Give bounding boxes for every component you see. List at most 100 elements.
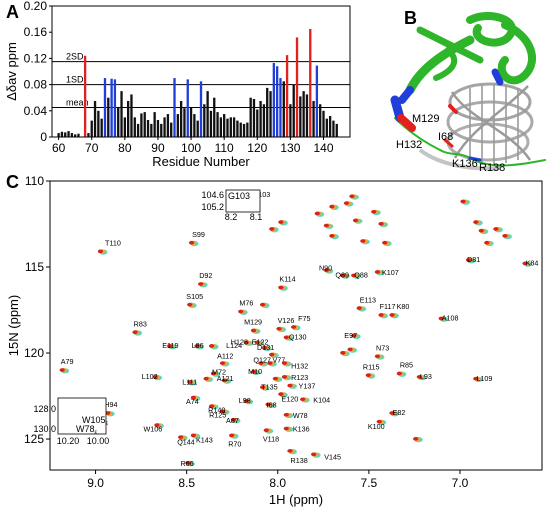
bar bbox=[90, 120, 93, 137]
inset-w105-ytick: 128.0 bbox=[33, 404, 56, 414]
peak-contour-red bbox=[374, 270, 380, 274]
peak-contour-red bbox=[260, 302, 266, 307]
peak bbox=[278, 285, 288, 291]
bar bbox=[160, 123, 163, 137]
bar bbox=[229, 117, 232, 137]
peak-contour-red bbox=[323, 223, 329, 228]
label-i68: I68 bbox=[438, 131, 453, 143]
peak-label: E120 bbox=[281, 394, 298, 403]
peak bbox=[290, 325, 301, 331]
peak-contour-red bbox=[371, 209, 377, 214]
bar bbox=[120, 91, 123, 137]
bar bbox=[206, 91, 209, 137]
peak-contour-red bbox=[351, 333, 357, 338]
peak bbox=[198, 282, 208, 288]
bar bbox=[236, 120, 239, 137]
y-tick-label: 0 bbox=[40, 130, 47, 144]
peak-label: S105 bbox=[186, 292, 203, 301]
bar bbox=[328, 116, 332, 137]
svg-text:15N (ppm): 15N (ppm) bbox=[6, 295, 21, 356]
peak bbox=[97, 249, 108, 255]
bar bbox=[295, 37, 299, 137]
peak bbox=[243, 340, 254, 346]
peak-contour-red bbox=[329, 234, 335, 238]
bar bbox=[150, 123, 153, 137]
bar bbox=[242, 123, 246, 137]
bar bbox=[232, 117, 236, 137]
peak bbox=[473, 220, 483, 226]
peak-contour-red bbox=[349, 194, 355, 199]
peak-contour-red bbox=[438, 316, 444, 321]
peak bbox=[473, 376, 483, 383]
hsqc-x-axis-title: 1H (ppm) bbox=[269, 492, 323, 507]
bar bbox=[130, 94, 133, 137]
peak-label: K100 bbox=[368, 422, 385, 431]
peak bbox=[323, 223, 334, 229]
peak-contour-red bbox=[389, 313, 395, 317]
peak bbox=[374, 269, 385, 276]
y-tick-label: 125 bbox=[24, 432, 44, 446]
peak bbox=[371, 209, 381, 216]
peak-label: R115 bbox=[363, 362, 380, 371]
peak-label: L93 bbox=[420, 372, 432, 381]
bar bbox=[179, 100, 183, 137]
bar bbox=[60, 131, 64, 137]
peak-contour-red bbox=[276, 326, 282, 331]
protein-helices bbox=[394, 12, 546, 167]
peak bbox=[287, 383, 297, 389]
peak-label: R85 bbox=[400, 361, 413, 370]
peak-label: A112 bbox=[217, 351, 233, 360]
peak-contour-red bbox=[278, 220, 284, 224]
peak bbox=[360, 239, 370, 245]
x-tick-label: 8.0 bbox=[269, 476, 286, 490]
bar bbox=[143, 112, 146, 137]
peak-contour-red bbox=[478, 228, 484, 233]
inset-w105-xtick: 10.20 bbox=[57, 436, 80, 446]
peak-contour-red bbox=[484, 240, 490, 245]
peak-contour-red bbox=[473, 376, 479, 381]
bar bbox=[223, 114, 226, 137]
peak bbox=[314, 211, 325, 217]
peak bbox=[221, 378, 232, 384]
peak-label: F75 bbox=[298, 314, 310, 323]
peak-contour-red bbox=[132, 330, 138, 334]
peak-label: L111 bbox=[182, 377, 197, 386]
peak bbox=[272, 376, 283, 383]
bar-chart: 2SD 1SD mean 60 70 80 90 100 110 120 130 140 0 0.04… bbox=[4, 0, 351, 169]
x-tick-label: 90 bbox=[151, 141, 165, 155]
x-tick-label: 60 bbox=[52, 141, 66, 155]
peak-label: L102 bbox=[142, 372, 158, 381]
peak bbox=[478, 228, 489, 235]
highlighted-residues bbox=[390, 68, 504, 162]
x-tick-label: 100 bbox=[181, 141, 201, 155]
peak bbox=[208, 404, 219, 410]
peak bbox=[382, 240, 392, 247]
peak bbox=[260, 385, 270, 391]
peak-label: Q88 bbox=[354, 271, 368, 280]
peak bbox=[300, 397, 310, 403]
peak bbox=[190, 395, 201, 401]
peak-contour-red bbox=[219, 409, 226, 414]
bar bbox=[87, 133, 90, 137]
bar bbox=[146, 119, 150, 137]
bar bbox=[189, 107, 193, 137]
peak-contour-red bbox=[382, 240, 388, 245]
peak-contour-red bbox=[283, 426, 289, 431]
peak bbox=[261, 345, 272, 352]
peak-contour-red bbox=[340, 351, 346, 355]
peak bbox=[263, 428, 274, 434]
peak bbox=[178, 435, 188, 441]
bar bbox=[103, 78, 107, 137]
peak-label: L124 bbox=[226, 341, 242, 350]
peak-contour-red bbox=[190, 395, 196, 400]
peak bbox=[278, 220, 288, 226]
bar bbox=[186, 79, 189, 137]
peak-contour-red bbox=[261, 345, 268, 350]
peak bbox=[365, 373, 376, 379]
panel-label-a: A bbox=[6, 2, 19, 22]
bar bbox=[285, 55, 289, 137]
peak-label: K80 bbox=[397, 302, 410, 311]
peak bbox=[254, 340, 265, 346]
bar bbox=[77, 133, 80, 137]
